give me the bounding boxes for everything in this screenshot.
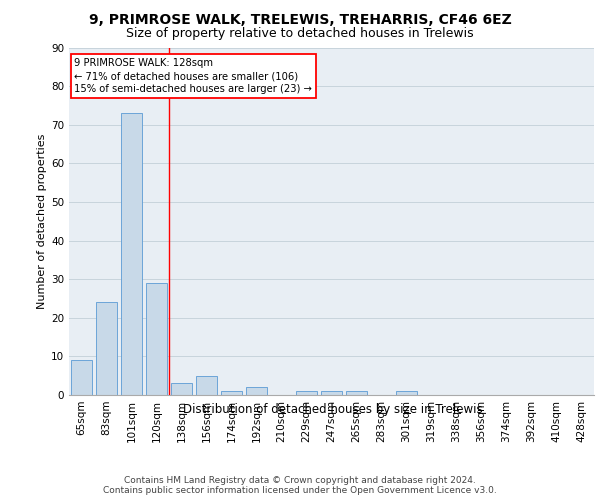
Bar: [146, 283, 167, 395]
Bar: [221, 391, 242, 395]
Bar: [321, 391, 342, 395]
Bar: [71, 360, 92, 395]
Bar: [171, 384, 192, 395]
Text: 9, PRIMROSE WALK, TRELEWIS, TREHARRIS, CF46 6EZ: 9, PRIMROSE WALK, TRELEWIS, TREHARRIS, C…: [89, 12, 511, 26]
Text: 9 PRIMROSE WALK: 128sqm
← 71% of detached houses are smaller (106)
15% of semi-d: 9 PRIMROSE WALK: 128sqm ← 71% of detache…: [74, 58, 312, 94]
Bar: [196, 376, 217, 395]
Y-axis label: Number of detached properties: Number of detached properties: [37, 134, 47, 309]
Bar: [346, 391, 367, 395]
Text: Distribution of detached houses by size in Trelewis: Distribution of detached houses by size …: [183, 402, 483, 415]
Text: Contains HM Land Registry data © Crown copyright and database right 2024.: Contains HM Land Registry data © Crown c…: [124, 476, 476, 485]
Bar: [96, 302, 117, 395]
Bar: [396, 391, 417, 395]
Bar: [296, 391, 317, 395]
Text: Size of property relative to detached houses in Trelewis: Size of property relative to detached ho…: [126, 28, 474, 40]
Bar: [121, 113, 142, 395]
Text: Contains public sector information licensed under the Open Government Licence v3: Contains public sector information licen…: [103, 486, 497, 495]
Bar: [246, 388, 267, 395]
